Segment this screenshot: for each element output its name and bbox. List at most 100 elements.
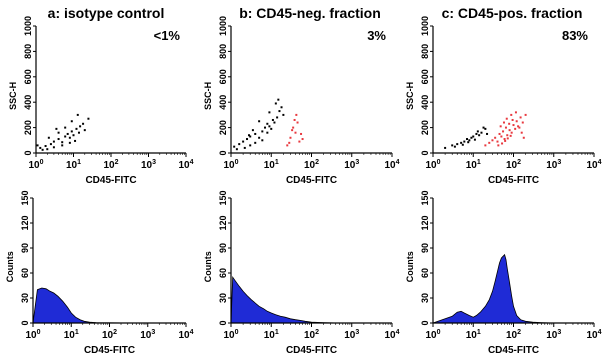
scatter-point <box>36 144 39 147</box>
x-tick-label: 104 <box>586 159 601 171</box>
scatter-point <box>502 121 505 124</box>
scatter-point <box>482 126 485 129</box>
y-tick-label: 0 <box>23 150 33 155</box>
scatter-point <box>506 137 509 140</box>
scatter-point <box>242 140 245 143</box>
y-axis-label: Counts <box>203 251 213 282</box>
scatter-point <box>238 143 241 146</box>
scatter-point <box>61 141 64 144</box>
scatter-point <box>503 138 506 141</box>
scatter-point <box>497 144 500 147</box>
scatter-point <box>291 129 294 132</box>
scatter-point <box>499 125 502 128</box>
scatter-point <box>511 118 514 121</box>
scatter-point <box>274 102 277 105</box>
x-tick-label: 103 <box>344 159 359 171</box>
x-tick-label: 101 <box>66 159 81 171</box>
scatter-series-2 <box>286 113 304 147</box>
scatter-point <box>478 134 481 137</box>
scatter-point <box>476 130 479 133</box>
y-tick-label: 400 <box>23 95 33 110</box>
scatter-point <box>466 138 469 141</box>
panel-title: a: isotype control <box>48 5 165 21</box>
scatter-point <box>55 127 58 130</box>
scatter-point <box>39 146 42 149</box>
y-tick-label: 1000 <box>420 16 430 36</box>
scatter-point <box>247 134 250 137</box>
scatter-point <box>246 138 249 141</box>
scatter-point <box>258 136 261 139</box>
x-tick-label: 103 <box>141 159 156 171</box>
x-tick-label: 104 <box>178 329 193 341</box>
y-tick-label: 200 <box>218 120 228 135</box>
scatter-point <box>496 140 499 143</box>
x-tick-label: 102 <box>304 159 319 171</box>
scatter-point <box>277 98 280 101</box>
x-tick-label: 101 <box>466 329 481 341</box>
scatter-point <box>79 125 82 128</box>
scatter-point <box>508 129 511 132</box>
x-axis-label: CD45-FITC <box>488 175 539 186</box>
x-tick-label: 104 <box>384 329 399 341</box>
scatter-point <box>472 135 475 138</box>
x-tick-label: 101 <box>264 159 279 171</box>
y-tick-label: 120 <box>218 215 228 230</box>
scatter-point <box>515 120 518 123</box>
scatter-point <box>501 142 504 145</box>
scatter-point <box>521 121 524 124</box>
y-tick-label: 600 <box>218 69 228 84</box>
y-tick-label: 1000 <box>218 16 228 36</box>
percent-annotation: 3% <box>367 28 386 43</box>
scatter-point <box>461 143 464 146</box>
x-tick-label: 103 <box>546 329 561 341</box>
scatter-series-2 <box>484 111 527 147</box>
scatter-point <box>491 139 494 142</box>
y-tick-label: 120 <box>420 215 430 230</box>
scatter-point <box>524 113 527 116</box>
x-tick-label: 100 <box>425 159 440 171</box>
y-tick-label: 90 <box>218 243 228 253</box>
scatter-point <box>510 131 513 134</box>
scatter-point <box>509 134 512 137</box>
scatter-point <box>488 141 491 144</box>
y-tick-label: 120 <box>20 215 30 230</box>
y-tick-label: 30 <box>218 293 228 303</box>
scatter-point <box>444 146 447 149</box>
scatter-point <box>46 148 49 151</box>
scatter-point <box>261 130 264 133</box>
scatter-point <box>249 144 252 147</box>
scatter-point <box>522 136 525 139</box>
y-tick-label: 400 <box>218 95 228 110</box>
x-axis-label: CD45-FITC <box>488 345 539 356</box>
y-tick-label: 150 <box>420 190 430 205</box>
scatter-point <box>484 127 487 130</box>
scatter-point <box>282 113 285 116</box>
scatter-point <box>235 148 238 151</box>
scatter-series-1 <box>36 113 90 151</box>
histogram-area-1 <box>32 287 186 324</box>
y-tick-label: 600 <box>23 69 33 84</box>
scatter-point <box>453 145 456 148</box>
scatter-point <box>41 148 44 151</box>
scatter-point <box>264 126 267 129</box>
scatter-point <box>61 144 64 147</box>
x-tick-label: 102 <box>506 159 521 171</box>
y-tick-label: 200 <box>420 120 430 135</box>
scatter-point <box>295 113 298 116</box>
y-tick-label: 60 <box>20 268 30 278</box>
panel-6: 0 30 60 90 120 150 100 101 102 103 104 CD45-FITC Cou… <box>405 190 602 356</box>
scatter-point <box>273 121 276 124</box>
scatter-point <box>456 143 459 146</box>
x-tick-label: 100 <box>223 329 238 341</box>
scatter-point <box>502 130 505 133</box>
scatter-point <box>475 132 478 135</box>
scatter-point <box>512 124 515 127</box>
x-tick-label: 100 <box>25 329 40 341</box>
scatter-point <box>288 141 291 144</box>
percent-annotation: 83% <box>562 28 588 43</box>
scatter-point <box>300 132 303 135</box>
scatter-point <box>82 122 85 125</box>
scatter-point <box>504 126 507 129</box>
scatter-point <box>243 146 246 149</box>
